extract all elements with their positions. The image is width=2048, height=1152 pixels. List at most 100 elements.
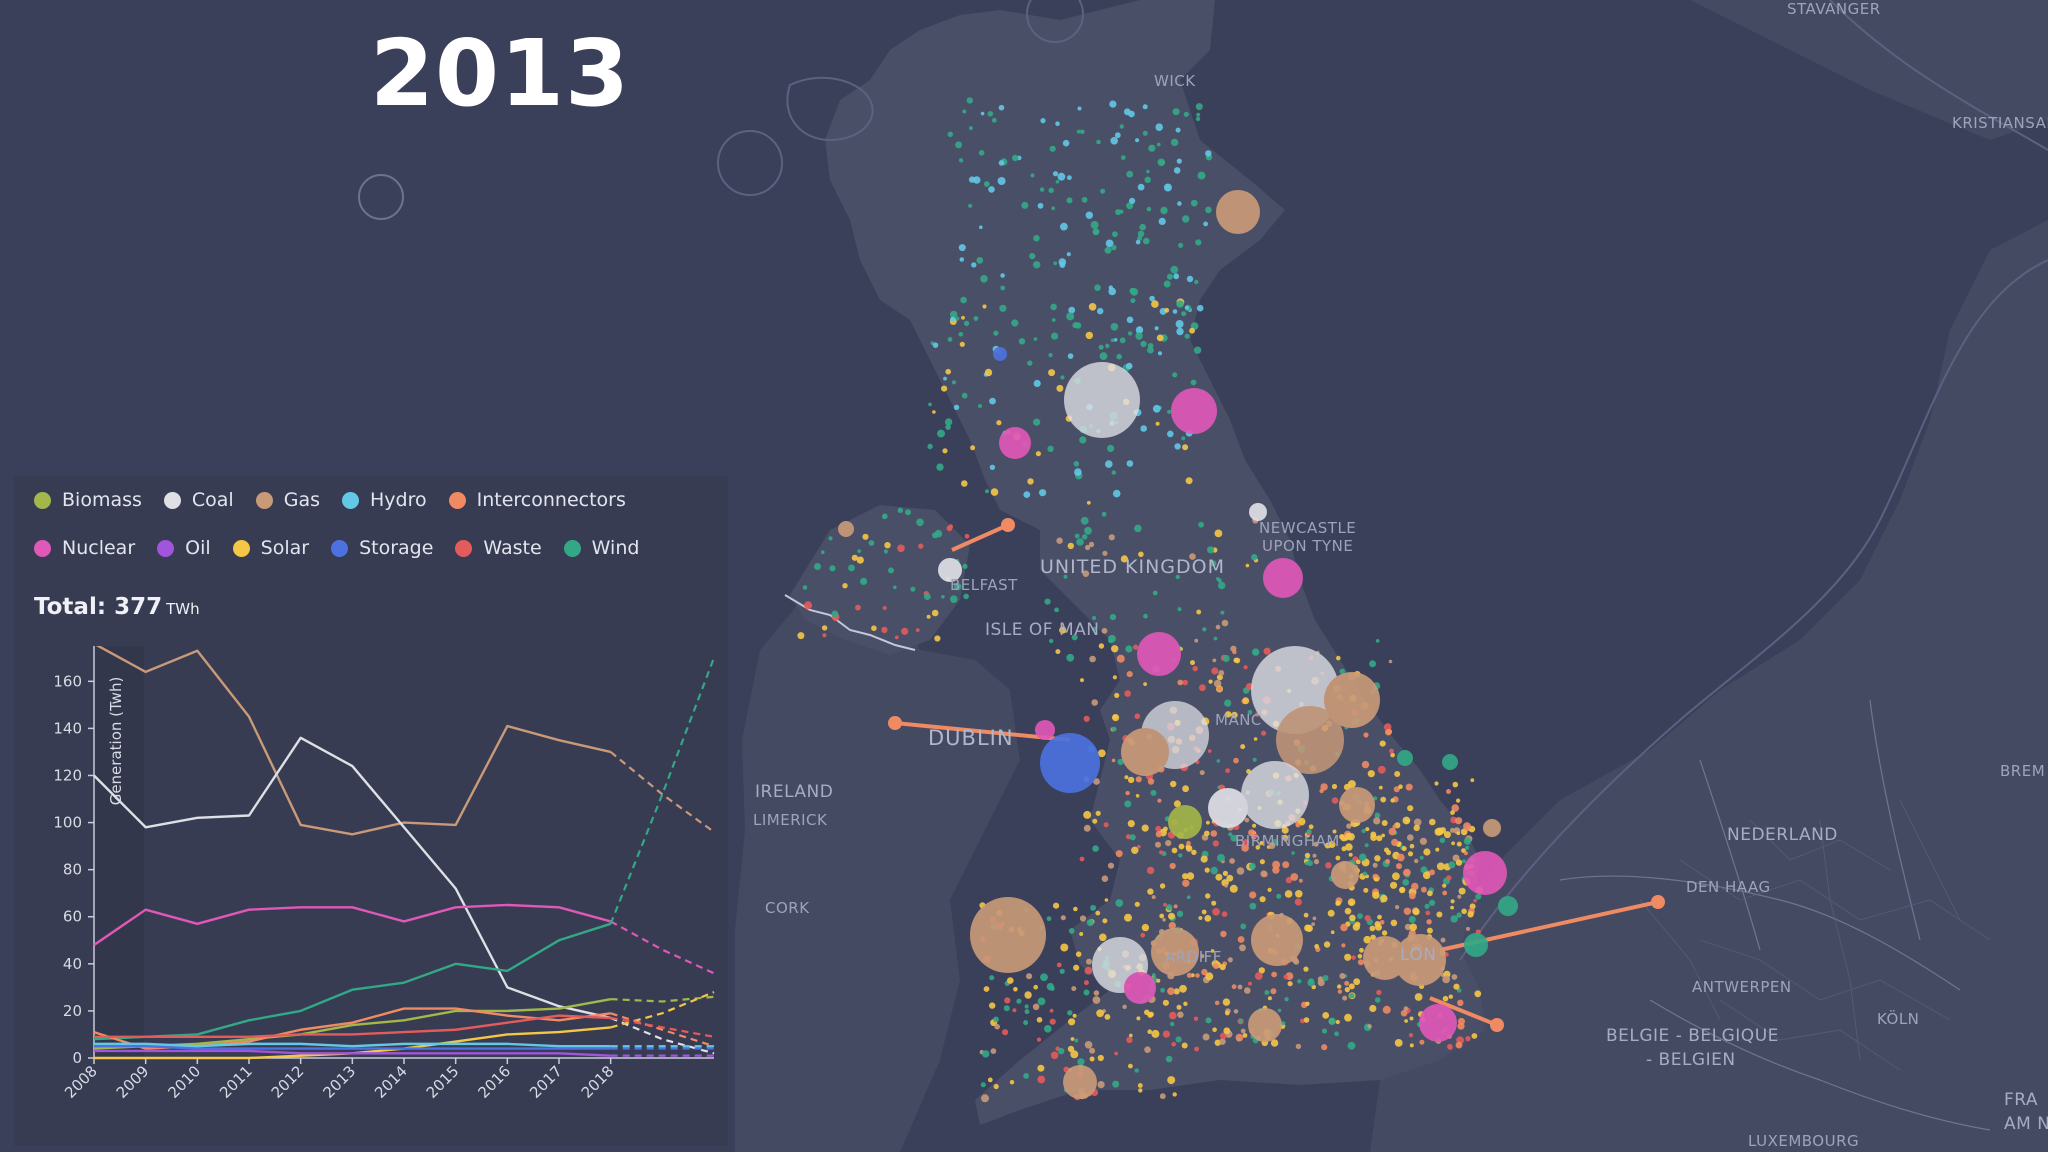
power-plant-dot <box>1156 334 1164 342</box>
power-plant-dot <box>1215 873 1223 881</box>
power-plant-dot <box>1404 923 1412 931</box>
power-plant-dot <box>1159 1093 1166 1100</box>
power-plant-dot <box>1140 340 1147 348</box>
power-plant-dot <box>1176 1004 1182 1010</box>
power-plant-dot <box>1044 598 1051 605</box>
legend-item-biomass[interactable]: Biomass <box>34 476 142 524</box>
power-plant-dot <box>1473 898 1477 903</box>
power-plant-dot <box>1162 918 1166 922</box>
power-plant-dot <box>1136 844 1141 849</box>
y-axis-label: Generation (Twh) <box>107 677 125 806</box>
power-plant-dot <box>1303 912 1309 918</box>
power-plant-dot <box>1467 911 1474 918</box>
power-plant-dot <box>1012 154 1019 162</box>
power-plant-dot <box>1080 678 1084 683</box>
power-plant-dot <box>1391 838 1399 847</box>
power-plant-dot <box>1101 627 1108 634</box>
power-plant-dot <box>1037 997 1046 1006</box>
power-plant-dot <box>1147 778 1155 785</box>
power-plant-dot <box>1181 1042 1188 1049</box>
legend-item-storage[interactable]: Storage <box>331 524 433 572</box>
legend-item-interconnectors[interactable]: Interconnectors <box>448 476 626 524</box>
power-plant-dot <box>1345 832 1353 840</box>
power-plant-dot <box>1247 709 1253 715</box>
power-plant-dot <box>1255 845 1261 850</box>
legend-item-waste[interactable]: Waste <box>455 524 542 572</box>
power-plant-dot <box>1070 1037 1075 1041</box>
legend-item-wind[interactable]: Wind <box>563 524 639 572</box>
power-plant-dot <box>1354 921 1361 928</box>
land-norway <box>1690 0 2048 140</box>
legend-label: Oil <box>185 537 211 559</box>
power-plant-dot <box>1142 130 1148 136</box>
power-plant-dot <box>1344 953 1352 961</box>
power-plant-dot <box>1157 158 1166 167</box>
power-plant-dot <box>1115 850 1123 858</box>
power-plant-dot <box>1199 684 1206 692</box>
power-plant-dot <box>1340 923 1348 932</box>
power-plant-dot <box>851 554 858 561</box>
power-plant-dot <box>856 556 864 564</box>
power-plant-dot <box>1024 991 1032 999</box>
power-plant-dot <box>1173 904 1178 909</box>
power-plant-dot <box>1129 834 1136 841</box>
power-plant-dot <box>1396 853 1405 862</box>
power-plant-dot <box>1179 984 1187 993</box>
power-plant-dot <box>1375 639 1380 643</box>
power-plant-dot <box>1046 916 1052 922</box>
legend-item-coal[interactable]: Coal <box>163 476 234 524</box>
power-plant-dot <box>998 160 1005 166</box>
map-label-dublin: DUBLIN <box>928 726 1014 750</box>
power-plant-dot <box>1089 655 1096 663</box>
power-plant-dot <box>1039 489 1047 497</box>
series-line-waste <box>94 1014 611 1039</box>
legend-item-nuclear[interactable]: Nuclear <box>34 524 135 572</box>
power-plant-dot <box>1074 1038 1079 1043</box>
power-plant-dot <box>1303 966 1309 972</box>
power-plant-dot <box>1094 284 1101 292</box>
power-plant-dot <box>1178 843 1185 850</box>
power-plant-dot <box>961 315 965 320</box>
power-plant-dot <box>1162 1030 1170 1038</box>
power-plant-dot <box>821 625 828 631</box>
power-plant-dot <box>1379 740 1386 747</box>
power-plant-dot <box>947 131 953 137</box>
power-plant-dot <box>797 632 805 640</box>
legend-item-gas[interactable]: Gas <box>255 476 320 524</box>
power-plant-dot <box>1013 986 1018 992</box>
power-plant-dot <box>1171 1041 1176 1047</box>
power-plant-dot <box>1083 824 1091 832</box>
power-plant-dot <box>1192 665 1198 672</box>
power-plant-dot <box>1138 1088 1143 1093</box>
power-plant-dot <box>1023 1073 1029 1079</box>
legend-item-oil[interactable]: Oil <box>157 524 211 572</box>
power-plant-dot <box>1214 1000 1220 1006</box>
power-plant-dot <box>1334 1031 1339 1037</box>
power-plant-dot <box>1142 104 1148 110</box>
legend-dot-icon <box>341 491 359 509</box>
power-plant-dot <box>1062 139 1070 147</box>
power-plant-dot <box>1068 928 1075 934</box>
power-plant-dot <box>1436 862 1445 871</box>
map-label-upon-tyne: UPON TYNE <box>1262 537 1354 555</box>
power-plant-dot <box>1083 980 1089 986</box>
power-plant-dot <box>1219 964 1226 971</box>
power-plant-dot <box>894 635 899 640</box>
power-plant-dot <box>1225 768 1230 774</box>
power-plant-dot <box>987 111 994 117</box>
power-plant-dot <box>1126 1036 1133 1044</box>
power-plant-dot <box>1124 913 1132 922</box>
power-plant-dot <box>1344 1013 1352 1022</box>
legend-item-solar[interactable]: Solar <box>232 524 309 572</box>
large-power-plants[interactable] <box>838 190 1518 1099</box>
power-plant-dot <box>1159 883 1166 889</box>
power-plant-dot <box>1099 352 1108 360</box>
power-plant-dot <box>1040 973 1048 982</box>
legend-item-hydro[interactable]: Hydro <box>341 476 427 524</box>
power-plant-dot <box>1097 1081 1105 1089</box>
power-plant-dot <box>1147 346 1154 354</box>
power-plant-dot <box>1405 783 1413 791</box>
power-plant-dot <box>828 536 833 541</box>
generation-line-chart[interactable]: 0 20 40 60 80 100 120 140 160 2008 2009 2010 2011 201… <box>14 646 728 1146</box>
map-label-wick: WICK <box>1154 72 1196 90</box>
